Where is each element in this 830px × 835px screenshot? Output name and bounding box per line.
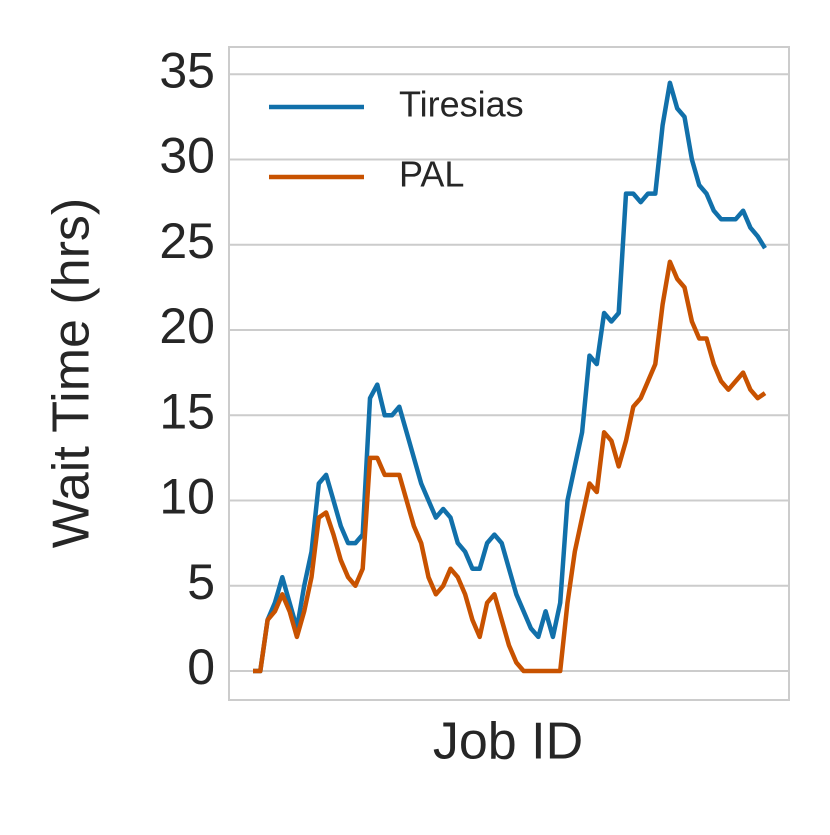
y-tick-label: 25 xyxy=(159,213,215,269)
legend-label: Tiresias xyxy=(399,84,524,125)
y-tick-label: 35 xyxy=(159,42,215,98)
y-tick-label: 0 xyxy=(187,639,215,695)
y-axis-label: Wait Time (hrs) xyxy=(43,198,101,549)
x-axis-label: Job ID xyxy=(433,713,583,771)
line-series xyxy=(253,80,767,674)
y-tick-label: 15 xyxy=(159,383,215,439)
plot-frame xyxy=(228,46,790,701)
legend-label: PAL xyxy=(399,154,464,195)
y-tick-label: 30 xyxy=(159,128,215,184)
y-tick-label: 10 xyxy=(159,469,215,525)
y-tick-label: 5 xyxy=(187,554,215,610)
y-tick-label: 20 xyxy=(159,298,215,354)
line-series xyxy=(253,259,767,674)
